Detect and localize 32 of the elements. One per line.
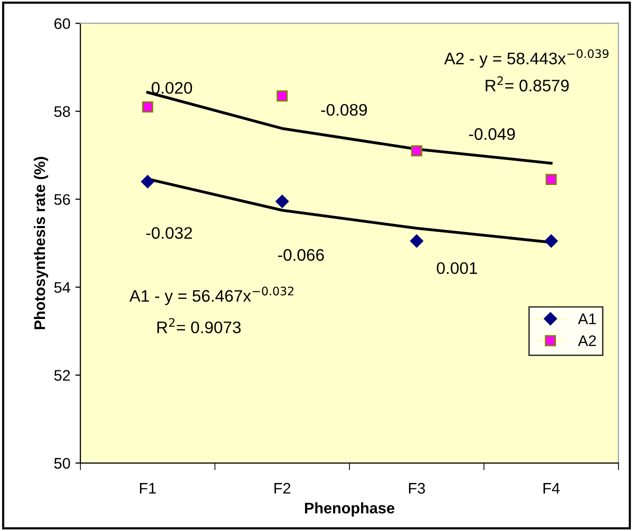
x-axis-title: Phenophase bbox=[305, 502, 394, 517]
y-tick-label: 58 bbox=[54, 106, 70, 117]
annotation: 0.001 bbox=[436, 262, 478, 274]
annotation: -0.089 bbox=[321, 104, 367, 116]
annotation: A2 - y = 58.443x$^{−0.039}$ bbox=[444, 49, 608, 68]
y-tick-label: 60 bbox=[54, 18, 70, 30]
point bbox=[544, 234, 558, 248]
x-tick-label: F1 bbox=[140, 483, 156, 494]
legend-label: A1 bbox=[578, 314, 596, 324]
legend-label: A2 bbox=[578, 335, 596, 346]
y-tick-label: 54 bbox=[54, 282, 70, 293]
point bbox=[276, 194, 289, 208]
annotation: -0.049 bbox=[469, 128, 515, 140]
point bbox=[142, 101, 154, 112]
annotation: A1 - y = 56.467x$^{−0.032}$ bbox=[129, 286, 294, 306]
point bbox=[410, 234, 424, 248]
x-tick-label: F4 bbox=[544, 483, 560, 494]
point bbox=[411, 145, 422, 156]
annotation: -0.066 bbox=[278, 249, 324, 261]
point bbox=[141, 175, 154, 188]
annotation: 0.020 bbox=[152, 82, 192, 94]
y-tick-label: 50 bbox=[54, 458, 70, 469]
annotation: R$^{2}$= 0.8579 bbox=[486, 76, 569, 92]
annotation: R$^{2}$= 0.9073 bbox=[157, 318, 241, 334]
point bbox=[546, 174, 557, 185]
x-tick-label: F2 bbox=[274, 482, 290, 494]
y-tick-label: 52 bbox=[54, 370, 70, 381]
y-axis-title: Photosynthesis rate (%) bbox=[34, 156, 48, 330]
y-tick-label: 56 bbox=[54, 194, 70, 205]
point bbox=[276, 90, 288, 102]
x-tick-label: F3 bbox=[409, 482, 425, 494]
annotation: -0.032 bbox=[146, 227, 192, 239]
